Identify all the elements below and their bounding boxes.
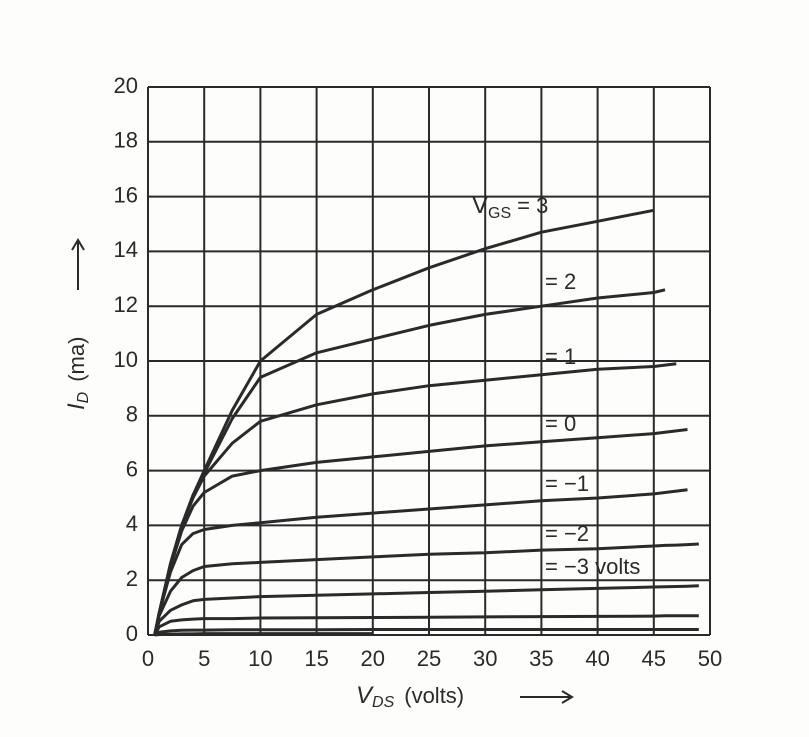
curve (153, 614, 699, 636)
y-tick-label: 8 (126, 402, 138, 427)
y-tick-label: 16 (114, 182, 138, 207)
x-tick-label: 40 (585, 646, 609, 671)
curve (153, 542, 699, 636)
y-tick-label: 18 (114, 128, 138, 153)
curve-label: = 0 (545, 411, 576, 436)
y-tick-label: 2 (126, 566, 138, 591)
curve (153, 288, 666, 636)
x-axis-label: VDS (volts) (356, 682, 464, 711)
x-tick-label: 15 (304, 646, 328, 671)
y-axis-label: ID(ma) (63, 337, 92, 410)
curve-label: = −2 (545, 521, 589, 546)
curve (153, 628, 699, 637)
curve-label: = 1 (545, 344, 576, 369)
series-name: = 3 (517, 193, 548, 218)
x-tick-label: 45 (642, 646, 666, 671)
curve (153, 584, 699, 636)
y-tick-label: 12 (114, 292, 138, 317)
curve (153, 428, 688, 636)
curve-label: VGS = 3 (472, 192, 548, 222)
x-tick-label: 35 (529, 646, 553, 671)
x-tick-label: 25 (417, 646, 441, 671)
y-arrow (71, 238, 85, 290)
x-arrow (520, 690, 574, 704)
legend-symbol: V (472, 192, 488, 219)
curve (153, 488, 688, 636)
x-tick-label: 10 (248, 646, 272, 671)
x-tick-label: 50 (698, 646, 722, 671)
curve (154, 632, 373, 637)
x-tick-label: 0 (142, 646, 154, 671)
curve-label: = 2 (545, 269, 576, 294)
y-tick-label: 4 (126, 511, 138, 536)
legend-subscript: GS (488, 205, 511, 222)
x-tick-label: 5 (198, 646, 210, 671)
curve-label: = −3 volts (545, 554, 640, 579)
y-tick-label: 10 (114, 347, 138, 372)
x-tick-label: 20 (361, 646, 385, 671)
y-tick-label: 6 (126, 456, 138, 481)
x-tick-label: 30 (473, 646, 497, 671)
y-tick-label: 0 (126, 621, 138, 646)
curve-label: = −1 (545, 471, 589, 496)
y-tick-label: 14 (114, 237, 138, 262)
y-tick-label: 20 (114, 73, 138, 98)
